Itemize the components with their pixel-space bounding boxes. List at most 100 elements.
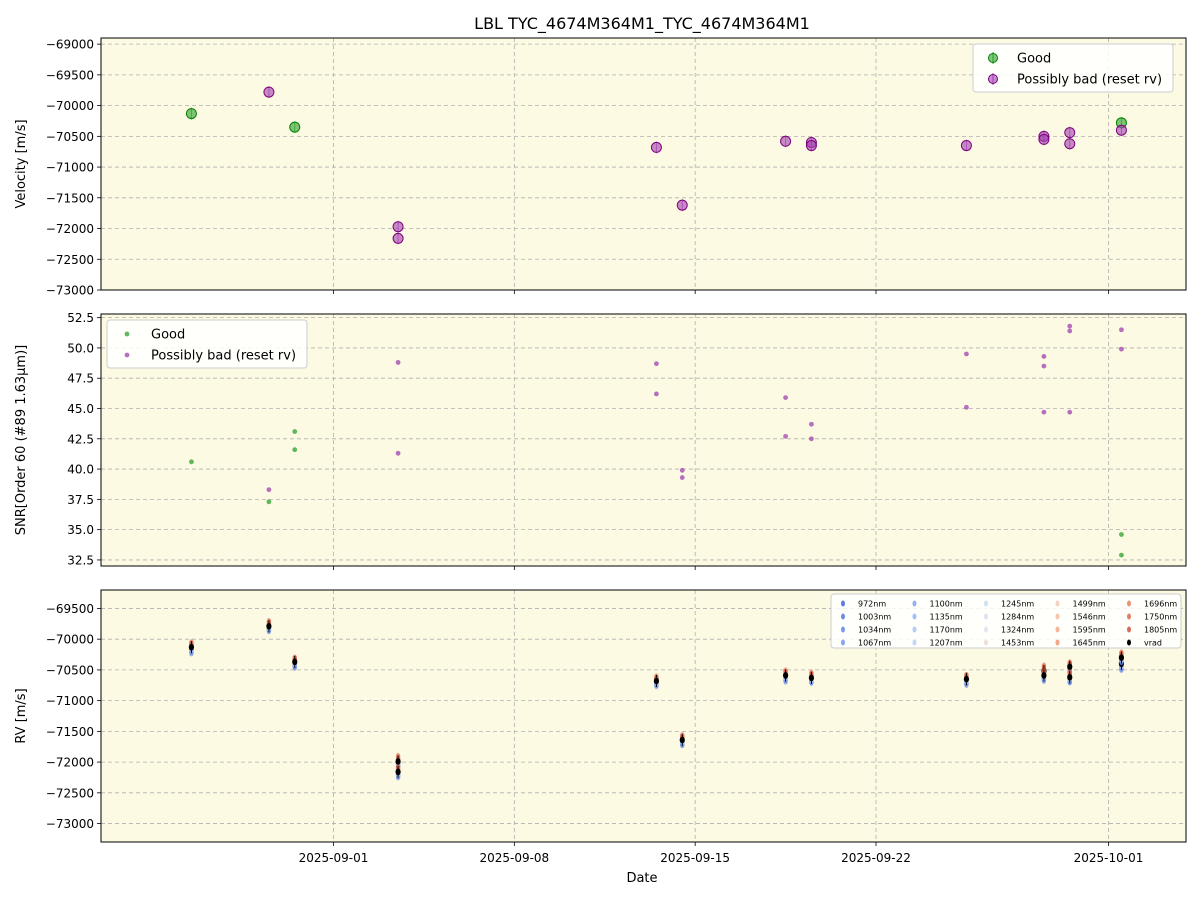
legend-label: 1453nm [1001, 639, 1034, 648]
legend-label: 1170nm [930, 626, 963, 635]
legend: Good Possibly bad (reset rv) [106, 319, 308, 369]
y-tick-label: 50.0 [67, 341, 94, 355]
legend-marker [124, 352, 130, 358]
y-tick-label: −71500 [46, 191, 94, 205]
legend-marker [841, 613, 845, 620]
plot-frame [100, 37, 1187, 291]
legend-label: Possibly bad (reset rv) [1017, 73, 1162, 88]
legend-box [106, 319, 308, 369]
data-point [266, 499, 272, 505]
data-point [1067, 328, 1073, 334]
x-tick-label: 2025-09-08 [479, 851, 549, 865]
data-point [780, 135, 792, 147]
legend-marker [988, 74, 998, 84]
data-point [650, 141, 662, 153]
y-tick-label: 35.0 [67, 523, 94, 537]
vrad-point [782, 672, 789, 679]
legend-label: 1067nm [858, 639, 891, 648]
data-point [805, 140, 817, 152]
data-point [783, 395, 788, 400]
data-point [1119, 346, 1124, 352]
legend-marker [1127, 639, 1131, 646]
legend-marker [841, 626, 845, 633]
legend-marker [984, 613, 988, 620]
data-point [1115, 124, 1127, 136]
x-tick-label: 2025-09-15 [660, 851, 730, 865]
y-axis-label: SNR[Order 60 (#89 1.63μm)] [14, 345, 29, 536]
x-tick-label: 2025-09-01 [299, 851, 369, 865]
legend-label: 1696nm [1144, 600, 1177, 609]
legend-marker [1127, 613, 1131, 620]
y-tick-label: 40.0 [67, 463, 94, 477]
y-tick-label: 47.5 [67, 372, 94, 386]
data-point [654, 391, 659, 397]
y-tick-label: −71000 [46, 694, 94, 708]
vrad-point [266, 622, 272, 630]
legend-marker [841, 639, 845, 646]
vrad-point [1067, 663, 1073, 671]
data-points [185, 86, 1127, 245]
y-tick-label: 45.0 [67, 402, 94, 416]
plot-frame [100, 589, 1187, 843]
legend-marker [912, 639, 917, 646]
legend-label: vrad [1144, 639, 1162, 648]
y-tick-label: −72500 [46, 786, 94, 800]
plot-frame [100, 313, 1187, 567]
data-point [809, 421, 814, 427]
x-axis-label: Date [626, 871, 657, 886]
legend-label: 1805nm [1144, 626, 1177, 635]
data-point [185, 108, 197, 120]
y-tick-label: 32.5 [67, 553, 94, 567]
data-point [783, 433, 788, 439]
legend-marker [912, 600, 917, 607]
y-tick-label: −71500 [46, 725, 94, 739]
vrad-point [679, 736, 685, 744]
data-point [1119, 532, 1124, 537]
y-tick-label: −72000 [46, 222, 94, 236]
data-point [395, 360, 401, 365]
x-tick-label: 2025-09-22 [841, 851, 911, 865]
data-points [189, 323, 1124, 558]
y-tick-label: 42.5 [67, 432, 94, 446]
y-tick-label: −69500 [46, 602, 94, 616]
legend-marker [912, 613, 917, 620]
snr-panel: 32.5 35.0 37.5 40.0 42.5 45.0 47.5 50.0 52.5 SNR[… [14, 311, 1187, 570]
data-point [392, 221, 404, 233]
legend-label: 1245nm [1001, 600, 1034, 609]
legend-label: 1100nm [930, 600, 963, 609]
legend-label: 1499nm [1073, 600, 1106, 609]
vrad-point [395, 768, 401, 776]
vrad-point [1118, 660, 1125, 668]
legend-marker [1055, 639, 1060, 646]
legend-label: 1135nm [930, 613, 963, 622]
y-tick-label: −70000 [46, 99, 94, 113]
data-point [1119, 327, 1124, 333]
velocity-panel: −69000 −69500 −70000 −70500 −71000 −71500 −720… [14, 37, 1187, 298]
legend-marker [984, 626, 988, 633]
data-point [292, 429, 298, 434]
vrad-point [292, 658, 298, 666]
vrad-point [188, 643, 195, 651]
wavelength-point [783, 678, 788, 685]
vrad-point [808, 674, 815, 682]
legend-marker [1055, 600, 1060, 607]
data-point [679, 475, 685, 480]
data-point [395, 450, 401, 456]
data-point [263, 86, 275, 98]
data-point [392, 232, 404, 244]
data-point [809, 436, 814, 442]
data-point [1067, 409, 1073, 415]
legend-label: 972nm [858, 600, 886, 609]
y-tick-label: 52.5 [67, 311, 94, 325]
vrad-point [653, 677, 660, 685]
legend-label: Good [1017, 52, 1051, 67]
legend-marker [912, 626, 917, 633]
y-tick-label: −73000 [46, 817, 94, 831]
data-point [654, 361, 659, 367]
legend-label: 1645nm [1073, 639, 1106, 648]
legend-label: 1595nm [1073, 626, 1106, 635]
data-point [1064, 127, 1076, 139]
data-point [266, 487, 272, 493]
vrad-point [1041, 672, 1047, 679]
legend-label: 1750nm [1144, 613, 1177, 622]
